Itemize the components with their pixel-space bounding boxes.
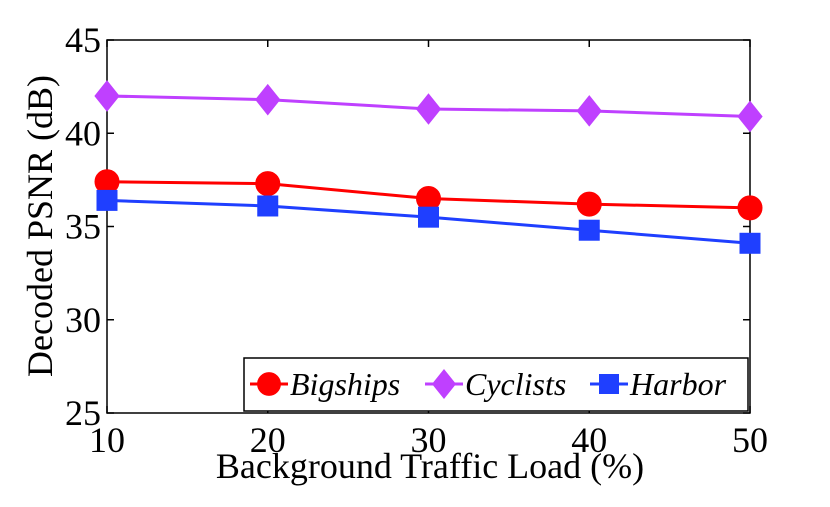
point-harbor-10 — [96, 189, 118, 211]
point-bigships-40 — [576, 191, 602, 217]
series-bigships — [94, 169, 763, 221]
x-tick-label-1: 20 — [250, 420, 286, 460]
axis-ticks — [106, 39, 751, 414]
point-cyclists-50 — [737, 100, 763, 133]
y-tick-label-0: 25 — [65, 393, 101, 433]
legend-label-cyclists: Cyclists — [465, 366, 566, 402]
point-cyclists-30 — [415, 93, 442, 125]
point-cyclists-10 — [94, 80, 120, 112]
point-bigships-20 — [255, 171, 281, 197]
y-tick-label-4: 45 — [65, 20, 101, 60]
point-harbor-40 — [578, 219, 600, 241]
x-tick-label-3: 40 — [571, 420, 607, 460]
point-cyclists-20 — [255, 83, 281, 116]
x-tick-label-2: 30 — [411, 420, 447, 460]
y-tick-labels: 25 30 35 40 45 — [65, 20, 101, 433]
series-layer — [94, 80, 763, 254]
x-tick-label-0: 10 — [89, 420, 125, 460]
legend-label-harbor: Harbor — [629, 366, 727, 402]
point-bigships-50 — [737, 195, 763, 221]
legend-label-bigships: Bigships — [290, 366, 400, 402]
point-harbor-20 — [257, 195, 279, 217]
legend-items: Bigships Cyclists Harbor — [250, 366, 727, 402]
y-axis-title: Decoded PSNR (dB) — [20, 75, 60, 377]
legend-marker-bigships — [257, 372, 281, 396]
point-harbor-50 — [739, 232, 761, 254]
y-tick-label-3: 40 — [65, 113, 101, 153]
y-tick-label-2: 35 — [65, 207, 101, 247]
y-tick-label-1: 30 — [65, 300, 101, 340]
x-axis-title: Background Traffic Load (%) — [216, 446, 644, 486]
legend-box — [243, 357, 749, 412]
series-cyclists — [94, 80, 763, 133]
legend-marker-cyclists — [431, 368, 457, 400]
point-harbor-30 — [418, 206, 439, 228]
legend-marker-harbor — [599, 374, 619, 394]
x-tick-labels: 10 20 30 40 50 — [89, 420, 768, 460]
series-harbor — [96, 189, 761, 254]
point-cyclists-40 — [576, 95, 602, 127]
x-tick-label-4: 50 — [732, 420, 768, 460]
legend: Bigships Cyclists Harbor — [243, 357, 749, 412]
